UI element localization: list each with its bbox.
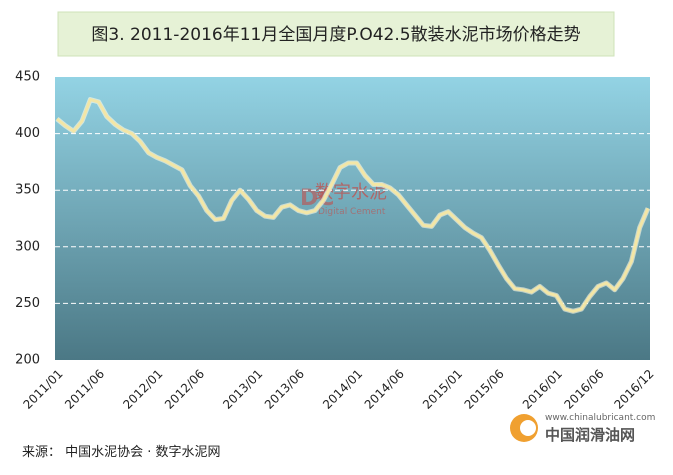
y-tick-label: 350 — [15, 183, 40, 198]
x-tick-label: 2015/01 — [420, 367, 465, 412]
x-tick-label: 2016/01 — [520, 367, 565, 412]
x-tick-label: 2016/12 — [611, 367, 656, 412]
watermark: 中国润滑油网 — [545, 426, 635, 444]
plot-area — [55, 77, 650, 360]
x-tick-label: 2015/06 — [462, 367, 507, 412]
x-tick-label: 2012/01 — [120, 367, 165, 412]
x-tick-label: 2013/01 — [220, 367, 265, 412]
x-tick-label: 2014/01 — [320, 367, 365, 412]
y-tick-label: 450 — [15, 70, 40, 85]
x-tick-label: 2013/06 — [262, 367, 307, 412]
x-tick-label: 2014/06 — [362, 367, 407, 412]
watermark-logo — [520, 420, 536, 436]
source-note: 来源： 中国水泥协会 · 数字水泥网 — [22, 445, 221, 460]
y-tick-label: 200 — [15, 353, 40, 368]
watermark: Digital Cement — [318, 207, 386, 217]
x-tick-label: 2016/06 — [561, 367, 606, 412]
title-box — [57, 11, 615, 57]
line — [56, 98, 650, 313]
watermark: www.chinalubricant.com — [545, 413, 655, 423]
x-tick-label: 2011/06 — [62, 367, 107, 412]
x-tick-label: 2011/01 — [20, 367, 65, 412]
y-tick-label: 300 — [15, 239, 40, 254]
y-tick-label: 250 — [15, 296, 40, 311]
chart-title: 图3. 2011-2016年11月全国月度P.O42.5散装水泥市场价格走势 — [91, 25, 580, 45]
y-tick-label: 400 — [15, 126, 40, 141]
x-tick-label: 2012/06 — [162, 367, 207, 412]
